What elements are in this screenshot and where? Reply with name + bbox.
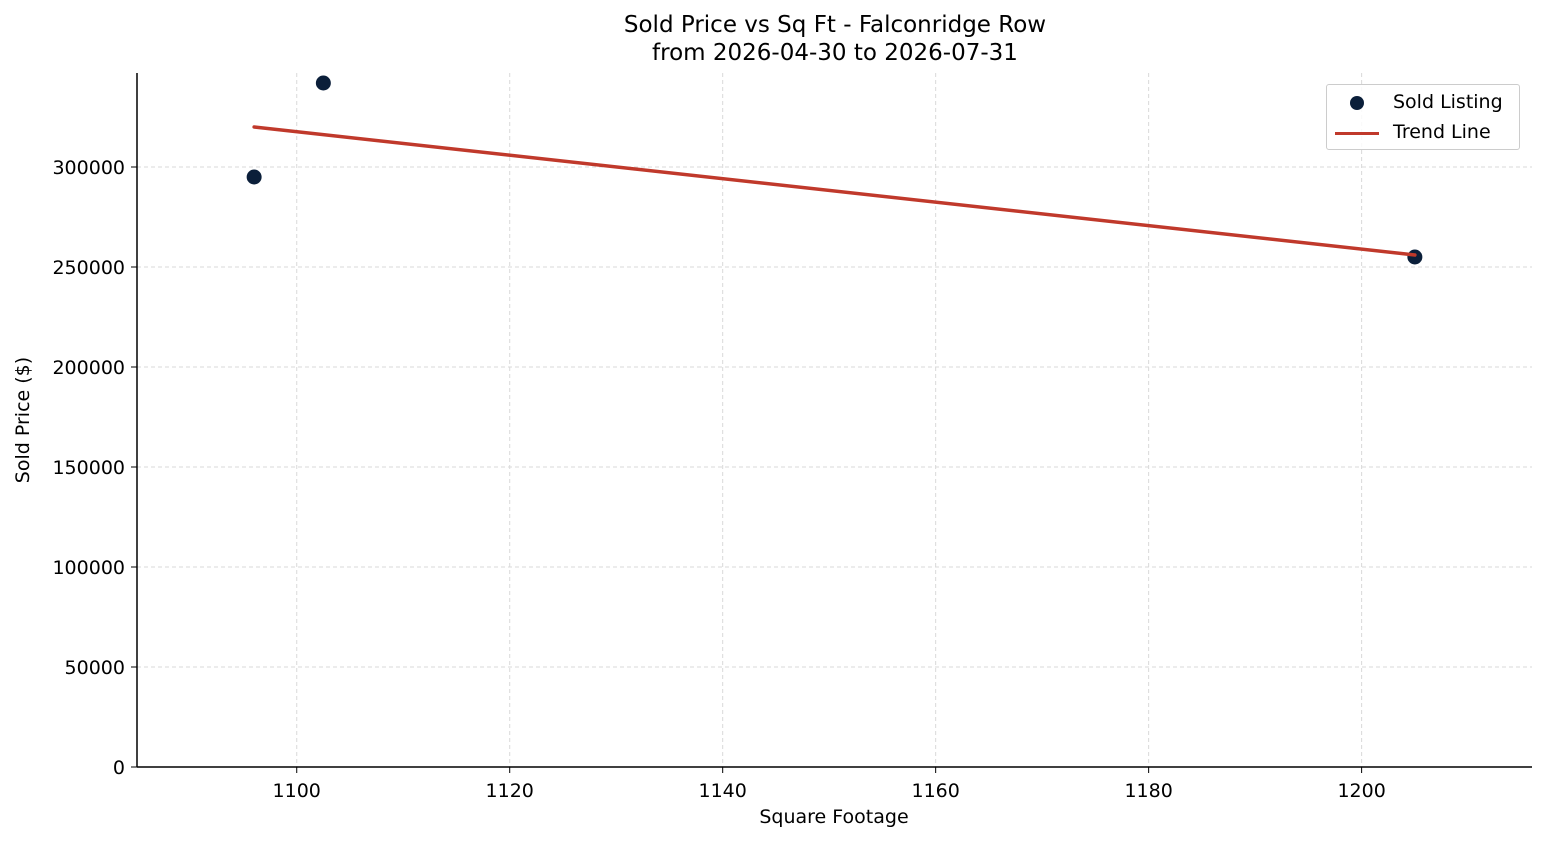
data-point [246,169,262,185]
x-tick-label: 1180 [1124,780,1172,802]
data-point [1407,249,1423,265]
legend-item-sold-listing: Sold Listing [1327,90,1519,114]
legend-item-trend-line: Trend Line [1327,120,1519,144]
x-tick-label: 1120 [486,780,534,802]
legend-marker-dot [1350,96,1364,110]
trend-line [252,125,1417,257]
x-tick-label: 1140 [699,780,747,802]
chart-subtitle: from 2026-04-30 to 2026-07-31 [652,40,1018,66]
y-tick-label: 300000 [52,157,125,179]
x-tick-label: 1160 [911,780,959,802]
y-tick-label: 100000 [52,557,125,579]
legend: Sold Listing Trend Line [1326,84,1520,150]
chart-title: Sold Price vs Sq Ft - Falconridge Row [623,12,1047,38]
y-tick-label: 200000 [52,357,125,379]
y-tick-label: 150000 [52,457,125,479]
x-tick-label: 1100 [273,780,321,802]
data-point [315,75,331,91]
legend-marker-line [1335,132,1379,135]
y-axis-title: Sold Price ($) [12,356,34,484]
y-tick-label: 0 [113,757,125,779]
y-tick-label: 250000 [52,257,125,279]
x-axis-title: Square Footage [759,806,909,828]
legend-label: Sold Listing [1393,91,1503,113]
y-tick-label: 50000 [65,657,125,679]
legend-label: Trend Line [1393,121,1491,143]
x-tick-label: 1200 [1337,780,1385,802]
